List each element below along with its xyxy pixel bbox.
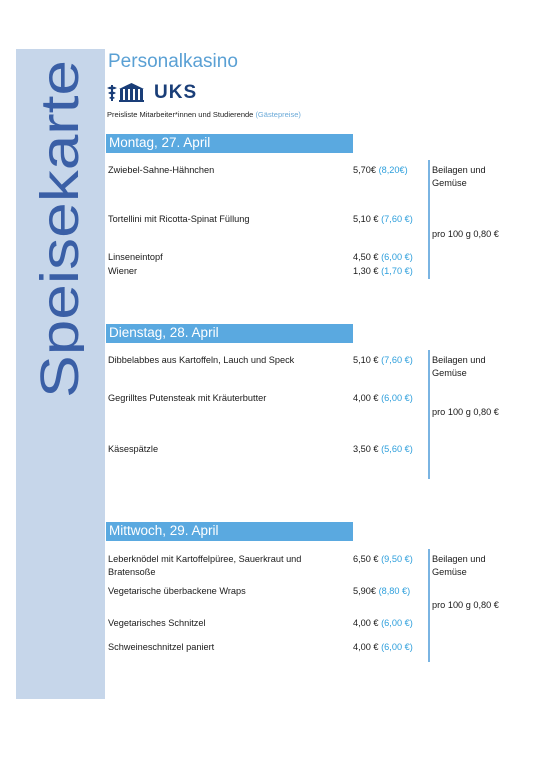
dish-name: Leberknödel mit Kartoffelpüree, Sauerkra…	[108, 554, 302, 577]
dish-name: Wiener	[108, 266, 138, 276]
side-divider	[428, 160, 430, 279]
sidebar-band	[16, 49, 105, 699]
guest-price: (8,20€)	[378, 165, 408, 175]
weight-price-note: pro 100 g 0,80 €	[432, 600, 499, 610]
weight-price-note: pro 100 g 0,80 €	[432, 407, 499, 417]
dish-name: Schweineschnitzel paniert	[108, 642, 215, 652]
side-dish-note: Beilagen und Gemüse	[432, 165, 486, 188]
price: 5,90€ (8,80 €)	[353, 586, 411, 596]
guest-price: (6,00 €)	[381, 252, 413, 262]
day-header-tuesday: Dienstag, 28. April	[106, 324, 353, 343]
side-divider	[428, 350, 430, 479]
logo-text: UKS	[154, 82, 198, 103]
dish-name: Dibbelabbes aus Kartoffeln, Lauch und Sp…	[108, 355, 295, 365]
day-label: Montag, 27. April	[109, 135, 211, 150]
side-divider	[428, 549, 430, 662]
day-header-monday: Montag, 27. April	[106, 134, 353, 153]
dish-name: Gegrilltes Putensteak mit Kräuterbutter	[108, 393, 267, 403]
dish-name: Zwiebel-Sahne-Hähnchen	[108, 165, 215, 175]
price: 6,50 € (9,50 €)	[353, 554, 413, 564]
day-label: Dienstag, 28. April	[109, 325, 219, 340]
dish-name: Vegetarische überbackene Wraps	[108, 586, 246, 596]
dish-name: Käsespätzle	[108, 444, 159, 454]
price: 4,50 € (6,00 €)	[353, 252, 413, 262]
guest-price: (9,50 €)	[381, 554, 413, 564]
price: 5,10 € (7,60 €)	[353, 214, 413, 224]
guest-price: (7,60 €)	[381, 214, 413, 224]
dish-name: Linseneintopf	[108, 252, 163, 262]
logo-emblem-icon	[107, 83, 144, 102]
guest-price: (6,00 €)	[381, 642, 413, 652]
guest-price: (7,60 €)	[381, 355, 413, 365]
dish-name: Tortellini mit Ricotta-Spinat Füllung	[108, 214, 250, 224]
price: 3,50 € (5,60 €)	[353, 444, 413, 454]
guest-price: (5,60 €)	[381, 444, 413, 454]
side-dish-note: Beilagen und Gemüse	[432, 355, 486, 378]
page-title: Personalkasino	[108, 51, 238, 72]
sidebar-title-text: Speisekarte	[34, 60, 84, 398]
subtitle-text: Preisliste Mitarbeiter*innen und Studier…	[107, 110, 254, 119]
guest-price: (1,70 €)	[381, 266, 413, 276]
sidebar-title: Speisekarte	[34, 60, 84, 400]
uks-logo: UKS	[106, 82, 197, 104]
side-dish-note: Beilagen und Gemüse	[432, 554, 486, 577]
subtitle-guest-note: (Gästepreise)	[255, 110, 301, 119]
day-label: Mittwoch, 29. April	[109, 523, 219, 538]
price: 4,00 € (6,00 €)	[353, 642, 413, 652]
price: 4,00 € (6,00 €)	[353, 618, 413, 628]
guest-price: (6,00 €)	[381, 393, 413, 403]
price: 5,10 € (7,60 €)	[353, 355, 413, 365]
day-header-wednesday: Mittwoch, 29. April	[106, 522, 353, 541]
weight-price-note: pro 100 g 0,80 €	[432, 229, 499, 239]
price-list-subtitle: Preisliste Mitarbeiter*innen und Studier…	[107, 110, 301, 119]
price: 1,30 € (1,70 €)	[353, 266, 413, 276]
price: 4,00 € (6,00 €)	[353, 393, 413, 403]
guest-price: (6,00 €)	[381, 618, 413, 628]
price: 5,70€ (8,20€)	[353, 165, 408, 175]
guest-price: (8,80 €)	[378, 586, 411, 596]
dish-name: Vegetarisches Schnitzel	[108, 618, 206, 628]
